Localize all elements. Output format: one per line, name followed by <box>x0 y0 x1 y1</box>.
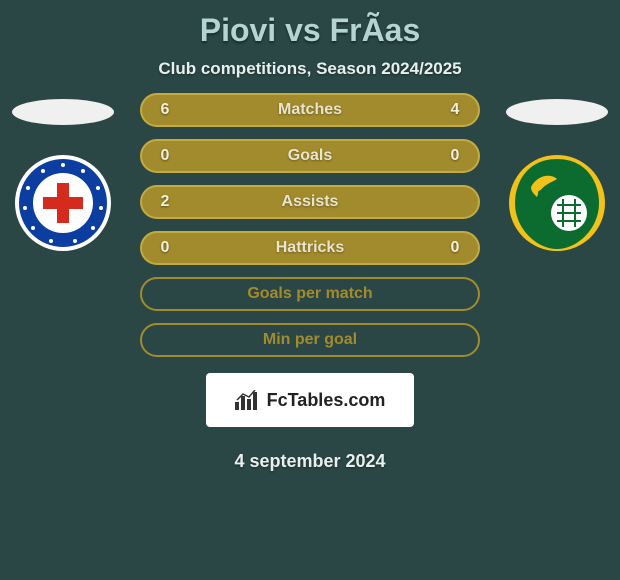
right-player-photo-placeholder <box>506 99 608 125</box>
stat-right-value: 0 <box>446 239 464 257</box>
stat-left-value: 0 <box>156 239 174 257</box>
left-player-column <box>8 93 118 245</box>
stat-row-goals-per-match: Goals per match <box>140 277 480 311</box>
stat-right-value: 0 <box>446 147 464 165</box>
stat-label: Min per goal <box>263 331 357 349</box>
stat-row-matches: 6 Matches 4 <box>140 93 480 127</box>
brand-badge[interactable]: FcTables.com <box>206 373 414 427</box>
left-club-badge <box>13 161 113 245</box>
fctables-logo-icon <box>235 390 261 410</box>
stat-label: Assists <box>282 193 339 211</box>
stat-row-min-per-goal: Min per goal <box>140 323 480 357</box>
cruz-azul-badge-icon <box>13 153 113 253</box>
stat-left-value: 2 <box>156 193 174 211</box>
stat-row-assists: 2 Assists <box>140 185 480 219</box>
stat-label: Goals per match <box>247 285 372 303</box>
right-player-column <box>502 93 612 245</box>
stat-row-hattricks: 0 Hattricks 0 <box>140 231 480 265</box>
page-subtitle: Club competitions, Season 2024/2025 <box>0 59 620 93</box>
stat-right-value: 4 <box>446 101 464 119</box>
left-player-photo-placeholder <box>12 99 114 125</box>
stats-column: 6 Matches 4 0 Goals 0 2 Assists 0 Hattri… <box>118 93 502 472</box>
stat-label: Goals <box>288 147 332 165</box>
stat-left-value: 6 <box>156 101 174 119</box>
stat-label: Hattricks <box>276 239 344 257</box>
right-club-badge <box>507 161 607 245</box>
brand-text: FcTables.com <box>267 390 386 411</box>
date-label: 4 september 2024 <box>234 451 385 472</box>
page-title: Piovi vs FrÃ­as <box>0 8 620 59</box>
stat-label: Matches <box>278 101 342 119</box>
stat-left-value: 0 <box>156 147 174 165</box>
stat-row-goals: 0 Goals 0 <box>140 139 480 173</box>
comparison-panel: 6 Matches 4 0 Goals 0 2 Assists 0 Hattri… <box>0 93 620 472</box>
leon-badge-icon <box>507 153 607 253</box>
